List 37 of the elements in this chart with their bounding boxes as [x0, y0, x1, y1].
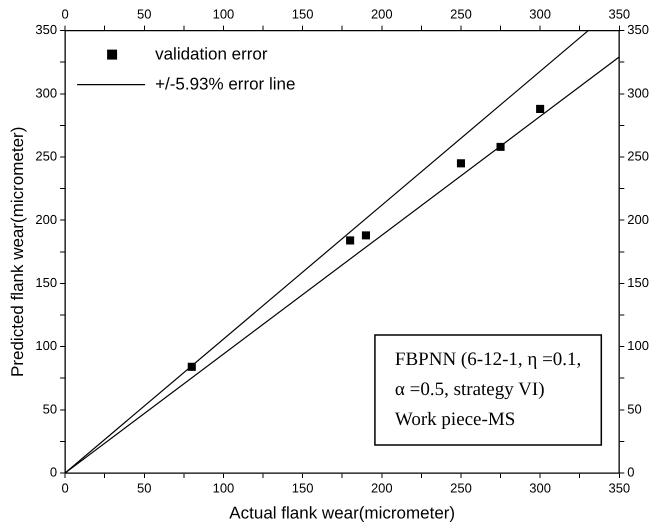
x2-tick-label: 100	[212, 6, 234, 22]
y-tick-label: 300	[35, 85, 58, 100]
y-tick-label: 50	[42, 401, 58, 416]
legend-label: +/-5.93% error line	[155, 74, 296, 94]
x-tick-label: 100	[212, 480, 234, 496]
x2-tick-label: 0	[61, 6, 69, 22]
y2-tick-label: 350	[627, 22, 650, 38]
x2-tick-label: 50	[137, 6, 152, 22]
x2-tick-label: 300	[529, 6, 551, 22]
y-tick-label: 200	[35, 212, 58, 227]
y2-tick-label: 100	[627, 338, 650, 354]
x-tick-label: 0	[61, 480, 69, 496]
x-tick-label: 50	[137, 480, 152, 496]
y2-tick-label: 200	[627, 212, 650, 227]
y-tick-label: 350	[35, 22, 58, 38]
x-axis-title: Actual flank wear(micrometer)	[229, 503, 456, 522]
x2-tick-label: 250	[450, 6, 472, 22]
x-tick-label: 150	[292, 480, 314, 496]
y2-tick-label: 150	[627, 274, 650, 290]
x-tick-label: 300	[529, 480, 551, 496]
y2-tick-label: 0	[627, 464, 635, 480]
x2-tick-label: 150	[292, 6, 314, 22]
y2-tick-label: 250	[627, 148, 650, 164]
x-tick-label: 200	[370, 480, 393, 496]
y-tick-label: 100	[35, 338, 58, 354]
legend-label: validation error	[155, 44, 268, 64]
y-axis-title: Predicted flank wear(micrometer)	[8, 126, 27, 377]
x2-tick-label: 200	[370, 6, 393, 22]
y2-tick-label: 50	[627, 401, 642, 416]
y-tick-label: 250	[35, 148, 58, 164]
y2-tick-label: 300	[627, 85, 650, 100]
x2-tick-label: 350	[608, 6, 630, 22]
y-tick-label: 0	[50, 464, 58, 480]
annotation: FBPNN (6-12-1, η =0.1, α =0.5, strategy VI) Work piece-MS	[394, 348, 582, 430]
y-tick-label: 150	[35, 274, 58, 290]
x-tick-label: 250	[450, 480, 472, 496]
x-tick-label: 350	[608, 480, 630, 496]
